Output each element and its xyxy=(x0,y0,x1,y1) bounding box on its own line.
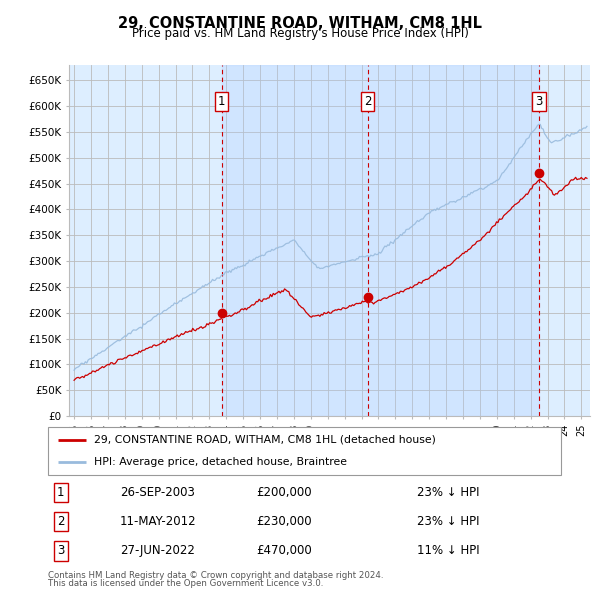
Text: 2: 2 xyxy=(364,95,371,108)
Text: 23% ↓ HPI: 23% ↓ HPI xyxy=(418,515,480,528)
Text: This data is licensed under the Open Government Licence v3.0.: This data is licensed under the Open Gov… xyxy=(48,579,323,588)
Bar xyxy=(221,65,539,416)
Text: 29, CONSTANTINE ROAD, WITHAM, CM8 1HL: 29, CONSTANTINE ROAD, WITHAM, CM8 1HL xyxy=(118,16,482,31)
Text: 3: 3 xyxy=(535,95,542,108)
Text: 2: 2 xyxy=(57,515,65,528)
Text: 11% ↓ HPI: 11% ↓ HPI xyxy=(418,544,480,557)
Text: Contains HM Land Registry data © Crown copyright and database right 2024.: Contains HM Land Registry data © Crown c… xyxy=(48,571,383,579)
Text: £470,000: £470,000 xyxy=(256,544,312,557)
Text: HPI: Average price, detached house, Braintree: HPI: Average price, detached house, Brai… xyxy=(94,457,347,467)
Text: Price paid vs. HM Land Registry's House Price Index (HPI): Price paid vs. HM Land Registry's House … xyxy=(131,27,469,40)
Text: £230,000: £230,000 xyxy=(256,515,312,528)
Text: 1: 1 xyxy=(218,95,226,108)
Text: 27-JUN-2022: 27-JUN-2022 xyxy=(120,544,194,557)
Text: 11-MAY-2012: 11-MAY-2012 xyxy=(120,515,196,528)
Text: 29, CONSTANTINE ROAD, WITHAM, CM8 1HL (detached house): 29, CONSTANTINE ROAD, WITHAM, CM8 1HL (d… xyxy=(94,435,436,445)
Text: £200,000: £200,000 xyxy=(256,486,312,499)
Text: 3: 3 xyxy=(57,544,65,557)
FancyBboxPatch shape xyxy=(48,427,561,475)
Text: 1: 1 xyxy=(57,486,65,499)
Text: 26-SEP-2003: 26-SEP-2003 xyxy=(120,486,194,499)
Text: 23% ↓ HPI: 23% ↓ HPI xyxy=(418,486,480,499)
